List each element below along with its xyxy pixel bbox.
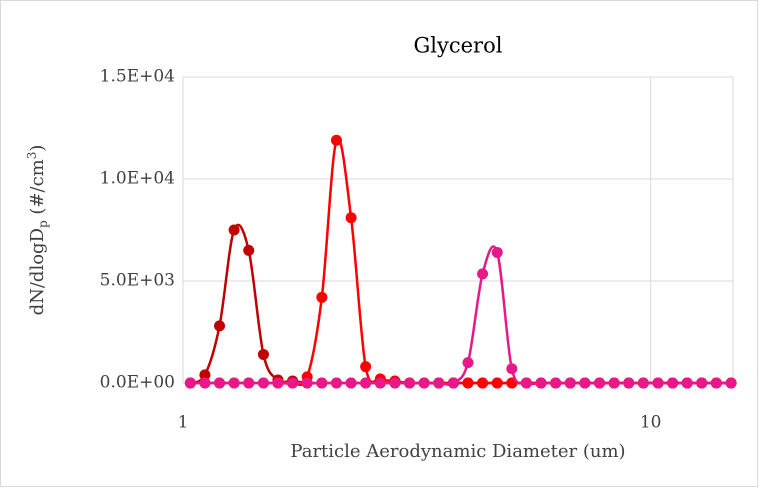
data-point [594,377,606,389]
x-axis-title: Particle Aerodynamic Diameter (um) [290,441,625,462]
data-point [433,377,445,389]
data-point [199,377,211,389]
y-axis-title-part: (#/cm [27,159,48,220]
data-point [637,377,649,389]
data-point [418,377,430,389]
data-point [710,377,722,389]
y-axis-title-part: dN/dlogD [27,228,48,315]
data-point [462,377,474,389]
data-point [447,377,459,389]
y-axis-title-sub: p [36,220,50,228]
y-axis-title-part: ) [27,145,48,152]
data-point [550,377,562,389]
data-point [725,377,737,389]
data-point [477,377,489,389]
data-point [330,134,342,146]
data-point [345,377,357,389]
data-point [316,377,328,389]
data-point [257,348,269,360]
data-point [462,357,474,369]
data-point [506,363,518,375]
data-point [272,377,284,389]
data-point [345,212,357,224]
data-point [374,377,386,389]
data-point [243,244,255,256]
y-tick-label: 5.0E+03 [100,271,175,291]
data-point [184,377,196,389]
chart-title: Glycerol [414,34,503,58]
data-point [214,320,226,332]
data-point [608,377,620,389]
data-point [287,377,299,389]
y-tick-label: 1.5E+04 [100,67,175,87]
data-point [696,377,708,389]
data-point [520,377,532,389]
data-point [228,224,240,236]
data-point [491,377,503,389]
data-point [360,361,372,373]
data-point [257,377,269,389]
data-point [404,377,416,389]
data-point [214,377,226,389]
x-tick-label: 1 [178,413,189,433]
data-point [301,377,313,389]
data-point [360,377,372,389]
data-point [491,246,503,258]
y-tick-label: 1.0E+04 [100,169,175,189]
data-point [389,377,401,389]
data-point [535,377,547,389]
y-tick-label: 0.0E+00 [100,373,175,393]
data-point [330,377,342,389]
data-point [564,377,576,389]
data-point [681,377,693,389]
data-point [228,377,240,389]
y-axis-title-sup: 3 [25,152,39,160]
data-point [667,377,679,389]
data-point [623,377,635,389]
data-point [243,377,255,389]
data-point [477,268,489,280]
data-point [652,377,664,389]
data-point [579,377,591,389]
y-axis-title: dN/dlogDp (#/cm3) [25,145,50,316]
x-tick-label: 10 [640,413,662,433]
data-point [199,369,211,381]
data-point [316,291,328,303]
